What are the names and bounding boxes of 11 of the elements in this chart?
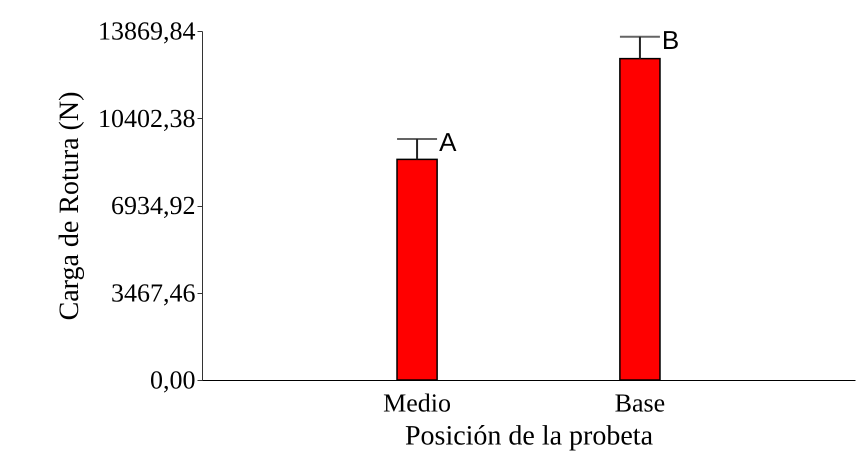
y-tick-label: 0,00 xyxy=(150,366,196,394)
annotation: A xyxy=(439,126,458,157)
y-axis-title: Carga de Rotura (N) xyxy=(54,92,85,320)
y-tick-label: 3467,46 xyxy=(111,278,196,308)
y-tick-label: 10402,38 xyxy=(98,104,196,133)
x-axis-title: Posición de la probeta xyxy=(404,420,654,452)
x-tick-label: Base xyxy=(614,388,666,418)
y-tick-label: 6934,92 xyxy=(111,191,196,220)
annotation: B xyxy=(662,24,680,55)
y-tick-label: 13869,84 xyxy=(98,16,196,46)
x-tick-label: Medio xyxy=(383,388,452,418)
